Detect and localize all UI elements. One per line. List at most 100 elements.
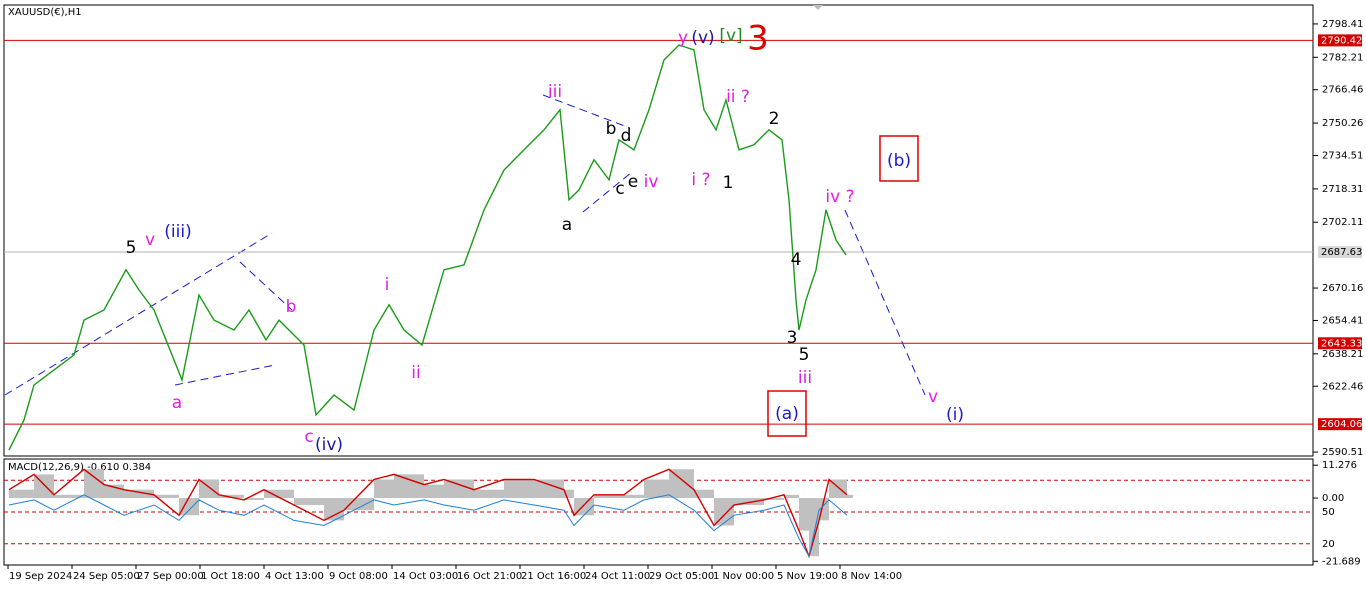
indicator-y-tick-label: 11.276 bbox=[1322, 460, 1357, 471]
histogram-bar bbox=[809, 498, 819, 557]
x-tick-label: 24 Oct 11:00 bbox=[585, 571, 650, 582]
wave-label: y bbox=[678, 28, 688, 48]
price-line bbox=[8, 44, 847, 451]
histogram-bar bbox=[179, 498, 199, 516]
histogram-bar bbox=[154, 494, 179, 499]
wave-label: (b) bbox=[887, 151, 911, 171]
histogram-bar bbox=[9, 489, 34, 499]
indicator-y2-tick-label: 20 bbox=[1322, 539, 1335, 550]
trendlines bbox=[4, 94, 926, 396]
histogram-bar bbox=[219, 494, 244, 499]
x-tick-label: 8 Nov 14:00 bbox=[841, 571, 902, 582]
wave-label: 4 bbox=[791, 250, 802, 270]
wave-label: iii bbox=[798, 368, 812, 388]
wave-label: i bbox=[385, 275, 390, 295]
wave-label: v bbox=[928, 387, 938, 407]
wave-label: a bbox=[172, 393, 182, 413]
histogram-bar bbox=[374, 479, 394, 499]
wave-label: iv bbox=[644, 172, 659, 192]
wave-label: iii bbox=[548, 82, 562, 102]
wave-label: [v] bbox=[719, 26, 742, 46]
wave-label: i ? bbox=[691, 170, 710, 190]
histogram-bar bbox=[734, 498, 764, 506]
level-label: 2604.06 bbox=[1321, 419, 1362, 430]
wave-label: 5 bbox=[126, 238, 137, 258]
wave-label: b bbox=[606, 119, 617, 139]
histogram-bar bbox=[564, 489, 574, 499]
trendline bbox=[239, 261, 293, 311]
chart-title: XAUUSD(€),H1 bbox=[8, 7, 82, 18]
histogram-bar bbox=[344, 498, 374, 511]
histogram-bar bbox=[594, 494, 624, 499]
x-tick-label: 27 Sep 00:00 bbox=[137, 571, 204, 582]
wave-label: 1 bbox=[723, 173, 734, 193]
indicator-y2-tick-label: 50 bbox=[1322, 507, 1335, 518]
wave-label: (i) bbox=[946, 405, 964, 425]
x-tick-label: 1 Oct 18:00 bbox=[201, 571, 260, 582]
wave-label: c bbox=[615, 179, 624, 199]
level-tag bbox=[1318, 337, 1362, 350]
wave-label: c bbox=[304, 427, 313, 447]
wave-label: (iii) bbox=[164, 222, 191, 242]
x-tick-label: 14 Oct 03:00 bbox=[393, 571, 458, 582]
shift-marker bbox=[813, 5, 823, 10]
y-tick-label: 2590.51 bbox=[1322, 447, 1363, 458]
wave-label: v bbox=[145, 230, 155, 250]
histogram-bar bbox=[669, 469, 694, 499]
y-tick-label: 2798.41 bbox=[1322, 19, 1363, 30]
y-tick-label: 2702.11 bbox=[1322, 217, 1363, 228]
y-tick-label: 2718.31 bbox=[1322, 184, 1363, 195]
wave-label: (a) bbox=[775, 404, 799, 424]
histogram-bar bbox=[534, 479, 564, 499]
y-tick-label: 2654.41 bbox=[1322, 315, 1363, 326]
signal-line bbox=[8, 468, 848, 559]
y-tick-label: 2622.46 bbox=[1322, 381, 1363, 392]
wave-label: b bbox=[286, 297, 297, 317]
label-box bbox=[879, 135, 919, 182]
histogram-bar bbox=[694, 489, 714, 499]
y-tick-label: 2782.21 bbox=[1322, 52, 1363, 63]
histogram-bar bbox=[294, 498, 324, 506]
histogram-bar bbox=[847, 494, 853, 499]
trendline bbox=[4, 232, 273, 396]
histogram-bar bbox=[244, 498, 264, 500]
x-tick-label: 24 Sep 05:00 bbox=[73, 571, 140, 582]
histogram-bar bbox=[799, 498, 809, 531]
y-tick-label: 2750.26 bbox=[1322, 118, 1363, 129]
level-label: 2643.33 bbox=[1321, 338, 1362, 349]
wave-label: (iv) bbox=[315, 435, 343, 455]
level-label: 2790.42 bbox=[1321, 35, 1362, 46]
wave-label: d bbox=[621, 126, 632, 146]
histogram-bar bbox=[84, 469, 104, 499]
x-tick-label: 21 Oct 16:00 bbox=[521, 571, 586, 582]
trendline bbox=[844, 209, 926, 396]
wave-label: 3 bbox=[787, 328, 798, 348]
indicator-y-tick-label: -21.689 bbox=[1322, 556, 1361, 567]
x-tick-label: 5 Nov 19:00 bbox=[777, 571, 838, 582]
histogram-bar bbox=[714, 498, 734, 526]
histogram-bar bbox=[54, 494, 84, 499]
histogram-bar bbox=[324, 498, 344, 521]
main-line bbox=[8, 494, 848, 558]
histogram-bar bbox=[394, 474, 424, 499]
x-tick-label: 16 Oct 21:00 bbox=[457, 571, 522, 582]
x-tick-label: 9 Oct 08:00 bbox=[329, 571, 388, 582]
trendline bbox=[542, 94, 631, 129]
indicator-y-tick-label: 0.00 bbox=[1322, 493, 1344, 504]
histogram-bar bbox=[504, 479, 534, 499]
wave-label: ii ? bbox=[726, 87, 750, 107]
x-tick-label: 29 Oct 05:00 bbox=[649, 571, 714, 582]
trendline bbox=[174, 364, 276, 386]
x-tick-label: 4 Oct 13:00 bbox=[265, 571, 324, 582]
histogram-bar bbox=[784, 494, 799, 499]
histogram-bar bbox=[264, 489, 294, 499]
indicator-title: MACD(12,26,9) -0.610 0.384 bbox=[8, 462, 151, 473]
level-tag bbox=[1318, 34, 1362, 47]
wave-label: 2 bbox=[769, 109, 780, 129]
histogram-bar bbox=[424, 484, 444, 499]
current-price-tag bbox=[1318, 246, 1362, 259]
label-box bbox=[767, 390, 807, 437]
x-tick-label: 1 Nov 00:00 bbox=[713, 571, 774, 582]
y-tick-label: 2638.21 bbox=[1322, 349, 1363, 360]
